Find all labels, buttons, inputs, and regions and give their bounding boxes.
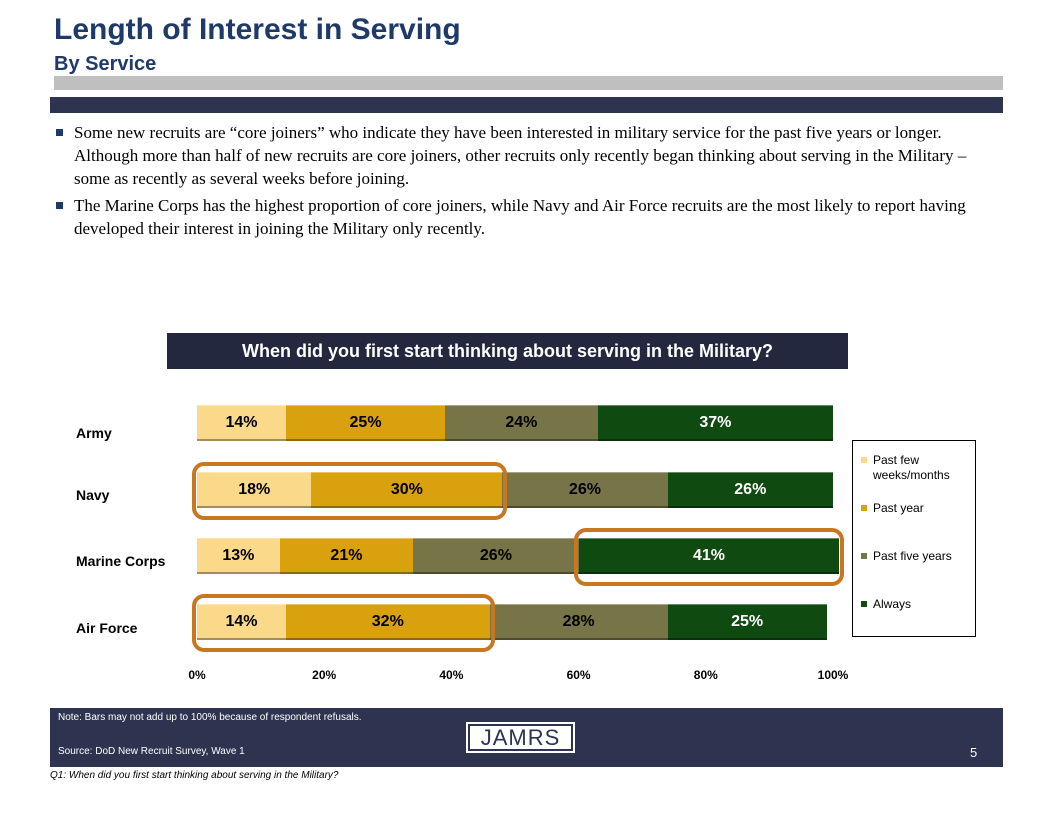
x-tick-label: 100% — [817, 668, 849, 682]
chart-legend: Past few weeks/months Past year Past fiv… — [852, 440, 976, 637]
question-footnote: Q1: When did you first start thinking ab… — [50, 770, 339, 781]
page-title: Length of Interest in Serving — [54, 13, 461, 46]
bar-segment-marine-corps-always: 41% — [578, 538, 840, 574]
legend-swatch-past-five-years — [861, 553, 867, 559]
bar-segment-army-past-five-years: 24% — [445, 405, 598, 441]
bar-segment-air-force-past-five-years: 28% — [489, 604, 668, 640]
footer-source: Source: DoD New Recruit Survey, Wave 1 — [58, 746, 245, 757]
legend-swatch-past-year — [861, 505, 867, 511]
bullet-text: Some new recruits are “core joiners” who… — [74, 123, 967, 188]
bar-segment-air-force-past-few-weeks-months: 14% — [197, 604, 287, 640]
bar-segment-air-force-past-year: 32% — [286, 604, 490, 640]
bar-segment-air-force-always: 25% — [667, 604, 827, 640]
bar-segment-marine-corps-past-few-weeks-months: 13% — [197, 538, 280, 574]
bullet-item: The Marine Corps has the highest proport… — [54, 194, 1004, 240]
bar-segment-army-past-few-weeks-months: 14% — [197, 405, 287, 441]
legend-label: Past five years — [873, 549, 952, 563]
bar-segment-marine-corps-past-year: 21% — [279, 538, 414, 574]
bar-segment-marine-corps-past-five-years: 26% — [413, 538, 579, 574]
legend-label: Always — [873, 597, 912, 611]
title-divider-grey — [54, 76, 1003, 90]
logo-text: JAMRS — [468, 724, 573, 751]
highlight-outline-marine-corps — [573, 528, 845, 586]
page-number: 5 — [970, 745, 978, 760]
highlight-outline-air-force — [192, 594, 495, 652]
bar-segment-navy-always: 26% — [667, 472, 833, 508]
category-label-navy: Navy — [76, 487, 110, 503]
bullet-item: Some new recruits are “core joiners” who… — [54, 121, 1004, 190]
x-tick-label: 80% — [693, 668, 718, 682]
bar-segment-navy-past-year: 30% — [311, 472, 503, 508]
x-tick-label: 20% — [312, 668, 337, 682]
x-tick-label: 40% — [439, 668, 464, 682]
category-label-army: Army — [76, 425, 112, 441]
legend-swatch-past-few-weeks — [861, 457, 867, 463]
bar-segment-army-past-year: 25% — [286, 405, 446, 441]
page-subtitle: By Service — [54, 53, 157, 75]
highlight-outline-navy — [192, 462, 508, 520]
bullet-square-icon — [56, 202, 63, 209]
legend-label: Past year — [873, 501, 924, 515]
category-label-marine-corps: Marine Corps — [76, 553, 166, 569]
legend-label: Past few weeks/months — [873, 453, 950, 482]
legend-swatch-always — [861, 601, 867, 607]
title-divider-navy — [50, 97, 1003, 113]
x-tick-label: 0% — [188, 668, 206, 682]
chart-title: When did you first start thinking about … — [167, 333, 848, 369]
category-label-air-force: Air Force — [76, 620, 138, 636]
jamrs-logo: JAMRS — [466, 722, 575, 753]
bullet-list: Some new recruits are “core joiners” who… — [54, 121, 1004, 244]
bullet-square-icon — [56, 129, 63, 136]
bar-segment-navy-past-few-weeks-months: 18% — [197, 472, 312, 508]
footer-note: Note: Bars may not add up to 100% becaus… — [58, 712, 362, 723]
x-tick-label: 60% — [566, 668, 591, 682]
bar-segment-army-always: 37% — [597, 405, 833, 441]
bar-segment-navy-past-five-years: 26% — [502, 472, 668, 508]
bullet-text: The Marine Corps has the highest proport… — [74, 196, 966, 238]
